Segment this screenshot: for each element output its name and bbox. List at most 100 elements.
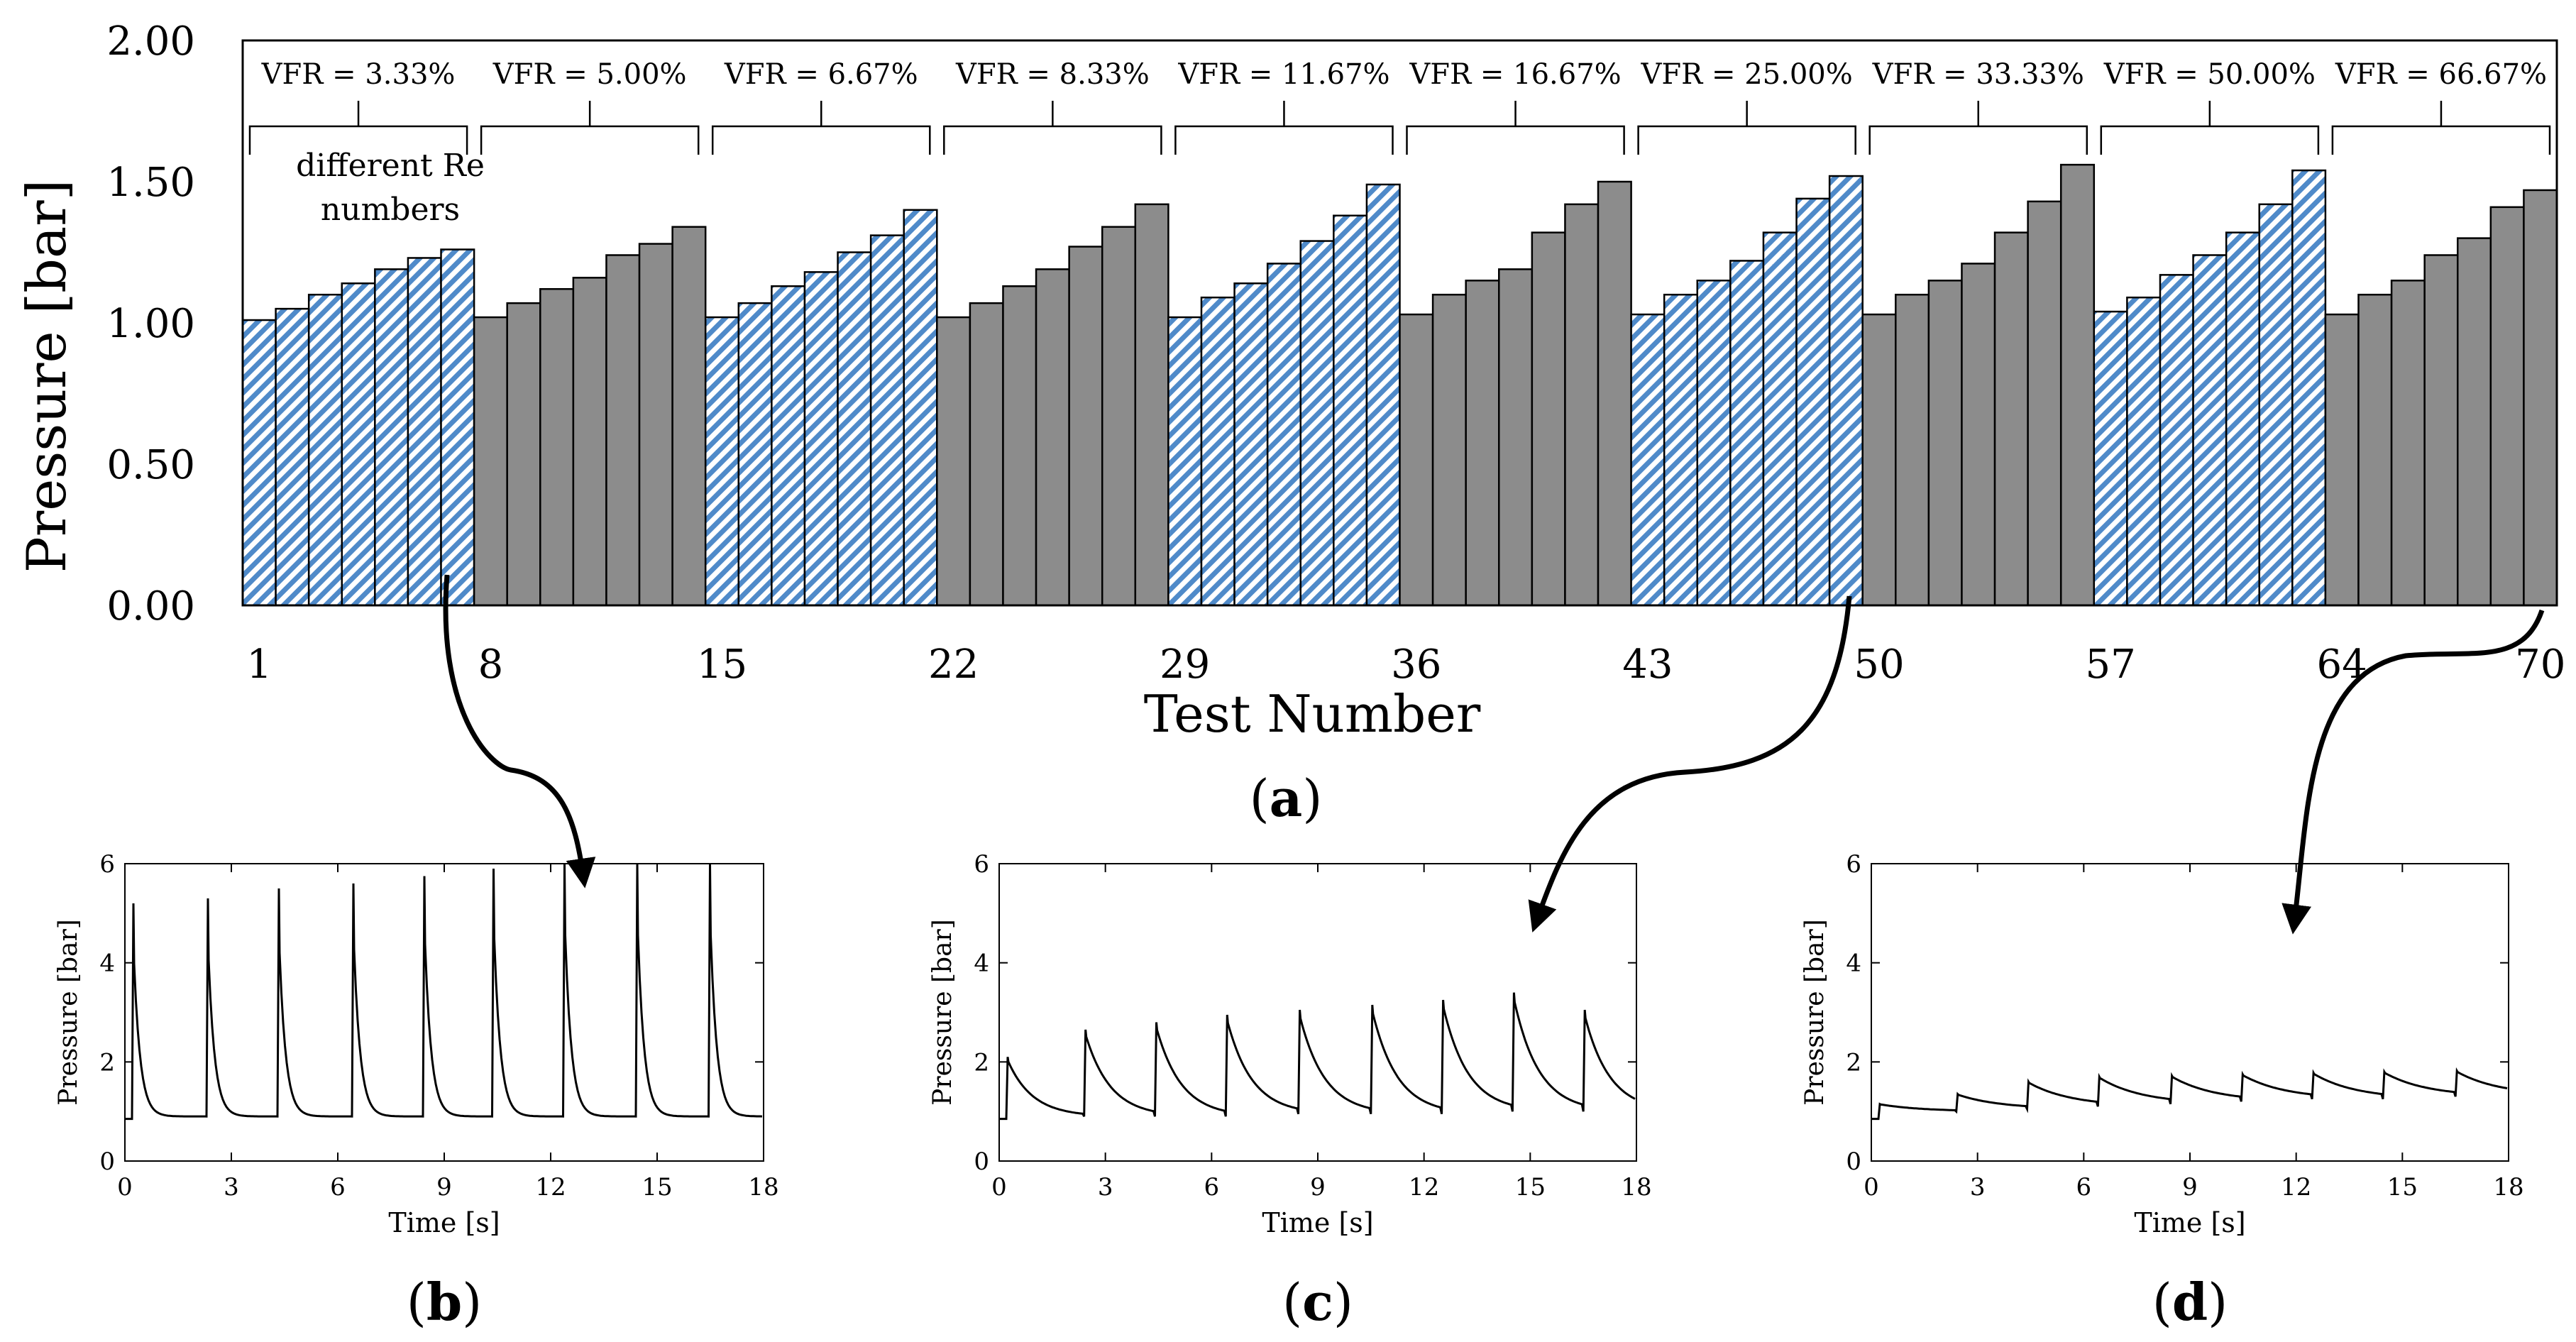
- bar: [1167, 316, 1203, 607]
- x-tick-label: 50: [1854, 642, 1904, 688]
- line-chart-panel-c: 0 3 6 9 12 15 18 0 2 4 6 Time [s] Pressure [bar] (c): [928, 850, 1652, 1332]
- vfr-label: VFR = 33.33%: [1872, 58, 2084, 91]
- group-brace: [1406, 101, 1625, 155]
- x-tick-label: 6: [2076, 1173, 2092, 1201]
- bar: [1068, 246, 1103, 607]
- annotation-line-1: different Re: [296, 148, 485, 184]
- bar: [374, 268, 409, 607]
- x-tick-label: 15: [2387, 1173, 2418, 1201]
- bar: [837, 251, 872, 607]
- vfr-label: VFR = 5.00%: [492, 58, 687, 91]
- bar: [2423, 254, 2459, 607]
- x-tick-label: 18: [2493, 1173, 2523, 1201]
- vfr-group-labels: VFR = 3.33% VFR = 5.00% VFR = 6.67% VFR = 8…: [248, 58, 2551, 155]
- bar: [473, 316, 508, 607]
- x-tick-label: 70: [2515, 642, 2565, 688]
- group-brace: [2331, 101, 2551, 155]
- bar: [1564, 203, 1600, 607]
- bar: [1365, 183, 1401, 607]
- x-axis-ticks: 1 8 15 22 29 36 43 50 57 64 70: [246, 642, 2565, 688]
- bar: [1134, 203, 1169, 607]
- y-tick-label: 6: [974, 850, 989, 879]
- group-brace: [248, 101, 468, 155]
- connector-arrows: [443, 574, 2545, 935]
- bar: [241, 319, 277, 607]
- panel-label: (d): [2152, 1272, 2228, 1332]
- bar: [1795, 197, 1831, 607]
- bar: [539, 287, 575, 607]
- x-tick-label: 12: [2281, 1173, 2311, 1201]
- x-tick-label: 0: [1864, 1173, 1879, 1201]
- y-tick-label: 0.50: [106, 442, 195, 488]
- x-tick-label: 6: [1204, 1173, 1220, 1201]
- x-tick-label: 15: [642, 1173, 672, 1201]
- bar: [936, 316, 971, 607]
- bar: [1431, 293, 1467, 607]
- line-chart-panel-d: 0 3 6 9 12 15 18 0 2 4 6 Time [s] Pressure [bar] (d): [1800, 850, 2524, 1332]
- x-tick-label: 3: [224, 1173, 239, 1201]
- bar: [2258, 203, 2294, 607]
- vfr-label: VFR = 25.00%: [1641, 58, 1853, 91]
- panel-label: (b): [407, 1272, 483, 1332]
- bar: [1101, 226, 1137, 607]
- x-tick-label: 1: [246, 642, 272, 688]
- bar: [1002, 285, 1037, 607]
- x-tick-label: 43: [1622, 642, 1673, 688]
- bar: [1895, 293, 1930, 607]
- bar: [1399, 313, 1434, 607]
- bar: [2291, 169, 2327, 607]
- x-axis-label: Time [s]: [1262, 1207, 1373, 1238]
- group-brace: [2100, 101, 2320, 155]
- group-brace: [1174, 101, 1394, 155]
- bar: [869, 234, 905, 607]
- y-tick-label: 6: [99, 850, 115, 879]
- bar: [307, 293, 343, 607]
- bar: [2093, 310, 2128, 607]
- bar: [1035, 268, 1070, 607]
- x-tick-label: 15: [697, 642, 747, 688]
- bar-chart-panel-a: 0.000.501.001.502.00 1 8 15 22 29 36 43 50 57 64 7…: [15, 18, 2565, 828]
- x-tick-label: 18: [748, 1173, 778, 1201]
- group-brace: [480, 101, 700, 155]
- y-tick-label: 2: [99, 1048, 115, 1077]
- bar: [771, 285, 806, 607]
- bar: [638, 243, 673, 607]
- x-tick-label: 12: [1409, 1173, 1439, 1201]
- bar: [1961, 263, 1996, 607]
- bar: [2027, 200, 2062, 607]
- y-axis-label: Pressure [bar]: [15, 180, 78, 573]
- vfr-label: VFR = 6.67%: [724, 58, 918, 91]
- group-brace: [1637, 101, 1856, 155]
- bar: [1465, 280, 1500, 607]
- bar: [1299, 240, 1335, 607]
- plot-frame: [1871, 863, 2509, 1162]
- bar: [1762, 231, 1798, 607]
- x-tick-label: 9: [1310, 1173, 1326, 1201]
- bar: [275, 307, 310, 607]
- x-tick-label: 9: [436, 1173, 452, 1201]
- bar: [572, 277, 607, 607]
- y-tick-label: 2.00: [106, 18, 195, 65]
- vfr-label: VFR = 16.67%: [1409, 58, 1621, 91]
- pressure-series-line: [125, 863, 763, 1121]
- vfr-label: VFR = 66.67%: [2335, 58, 2547, 91]
- x-tick-label: 57: [2085, 642, 2135, 688]
- bar: [1927, 280, 1963, 607]
- bar: [2126, 296, 2162, 607]
- bar: [1696, 280, 1732, 607]
- bar: [440, 248, 475, 607]
- bar: [704, 316, 740, 607]
- bar: [2159, 274, 2194, 607]
- bar: [341, 282, 376, 607]
- bar: [1333, 214, 1368, 607]
- y-axis-label: Pressure [bar]: [928, 919, 957, 1106]
- y-tick-label: 1.50: [106, 160, 195, 206]
- y-tick-label: 4: [974, 950, 989, 978]
- panel-label-a: (a): [1250, 768, 1323, 828]
- arrow-to-d: [2281, 609, 2545, 935]
- group-brace: [711, 101, 931, 155]
- x-tick-label: 29: [1160, 642, 1210, 688]
- x-axis-label: Time [s]: [388, 1207, 500, 1238]
- x-tick-label: 9: [2182, 1173, 2198, 1201]
- y-axis-ticks: 0.00 0.50 1.00 1.50 2.00: [106, 18, 195, 629]
